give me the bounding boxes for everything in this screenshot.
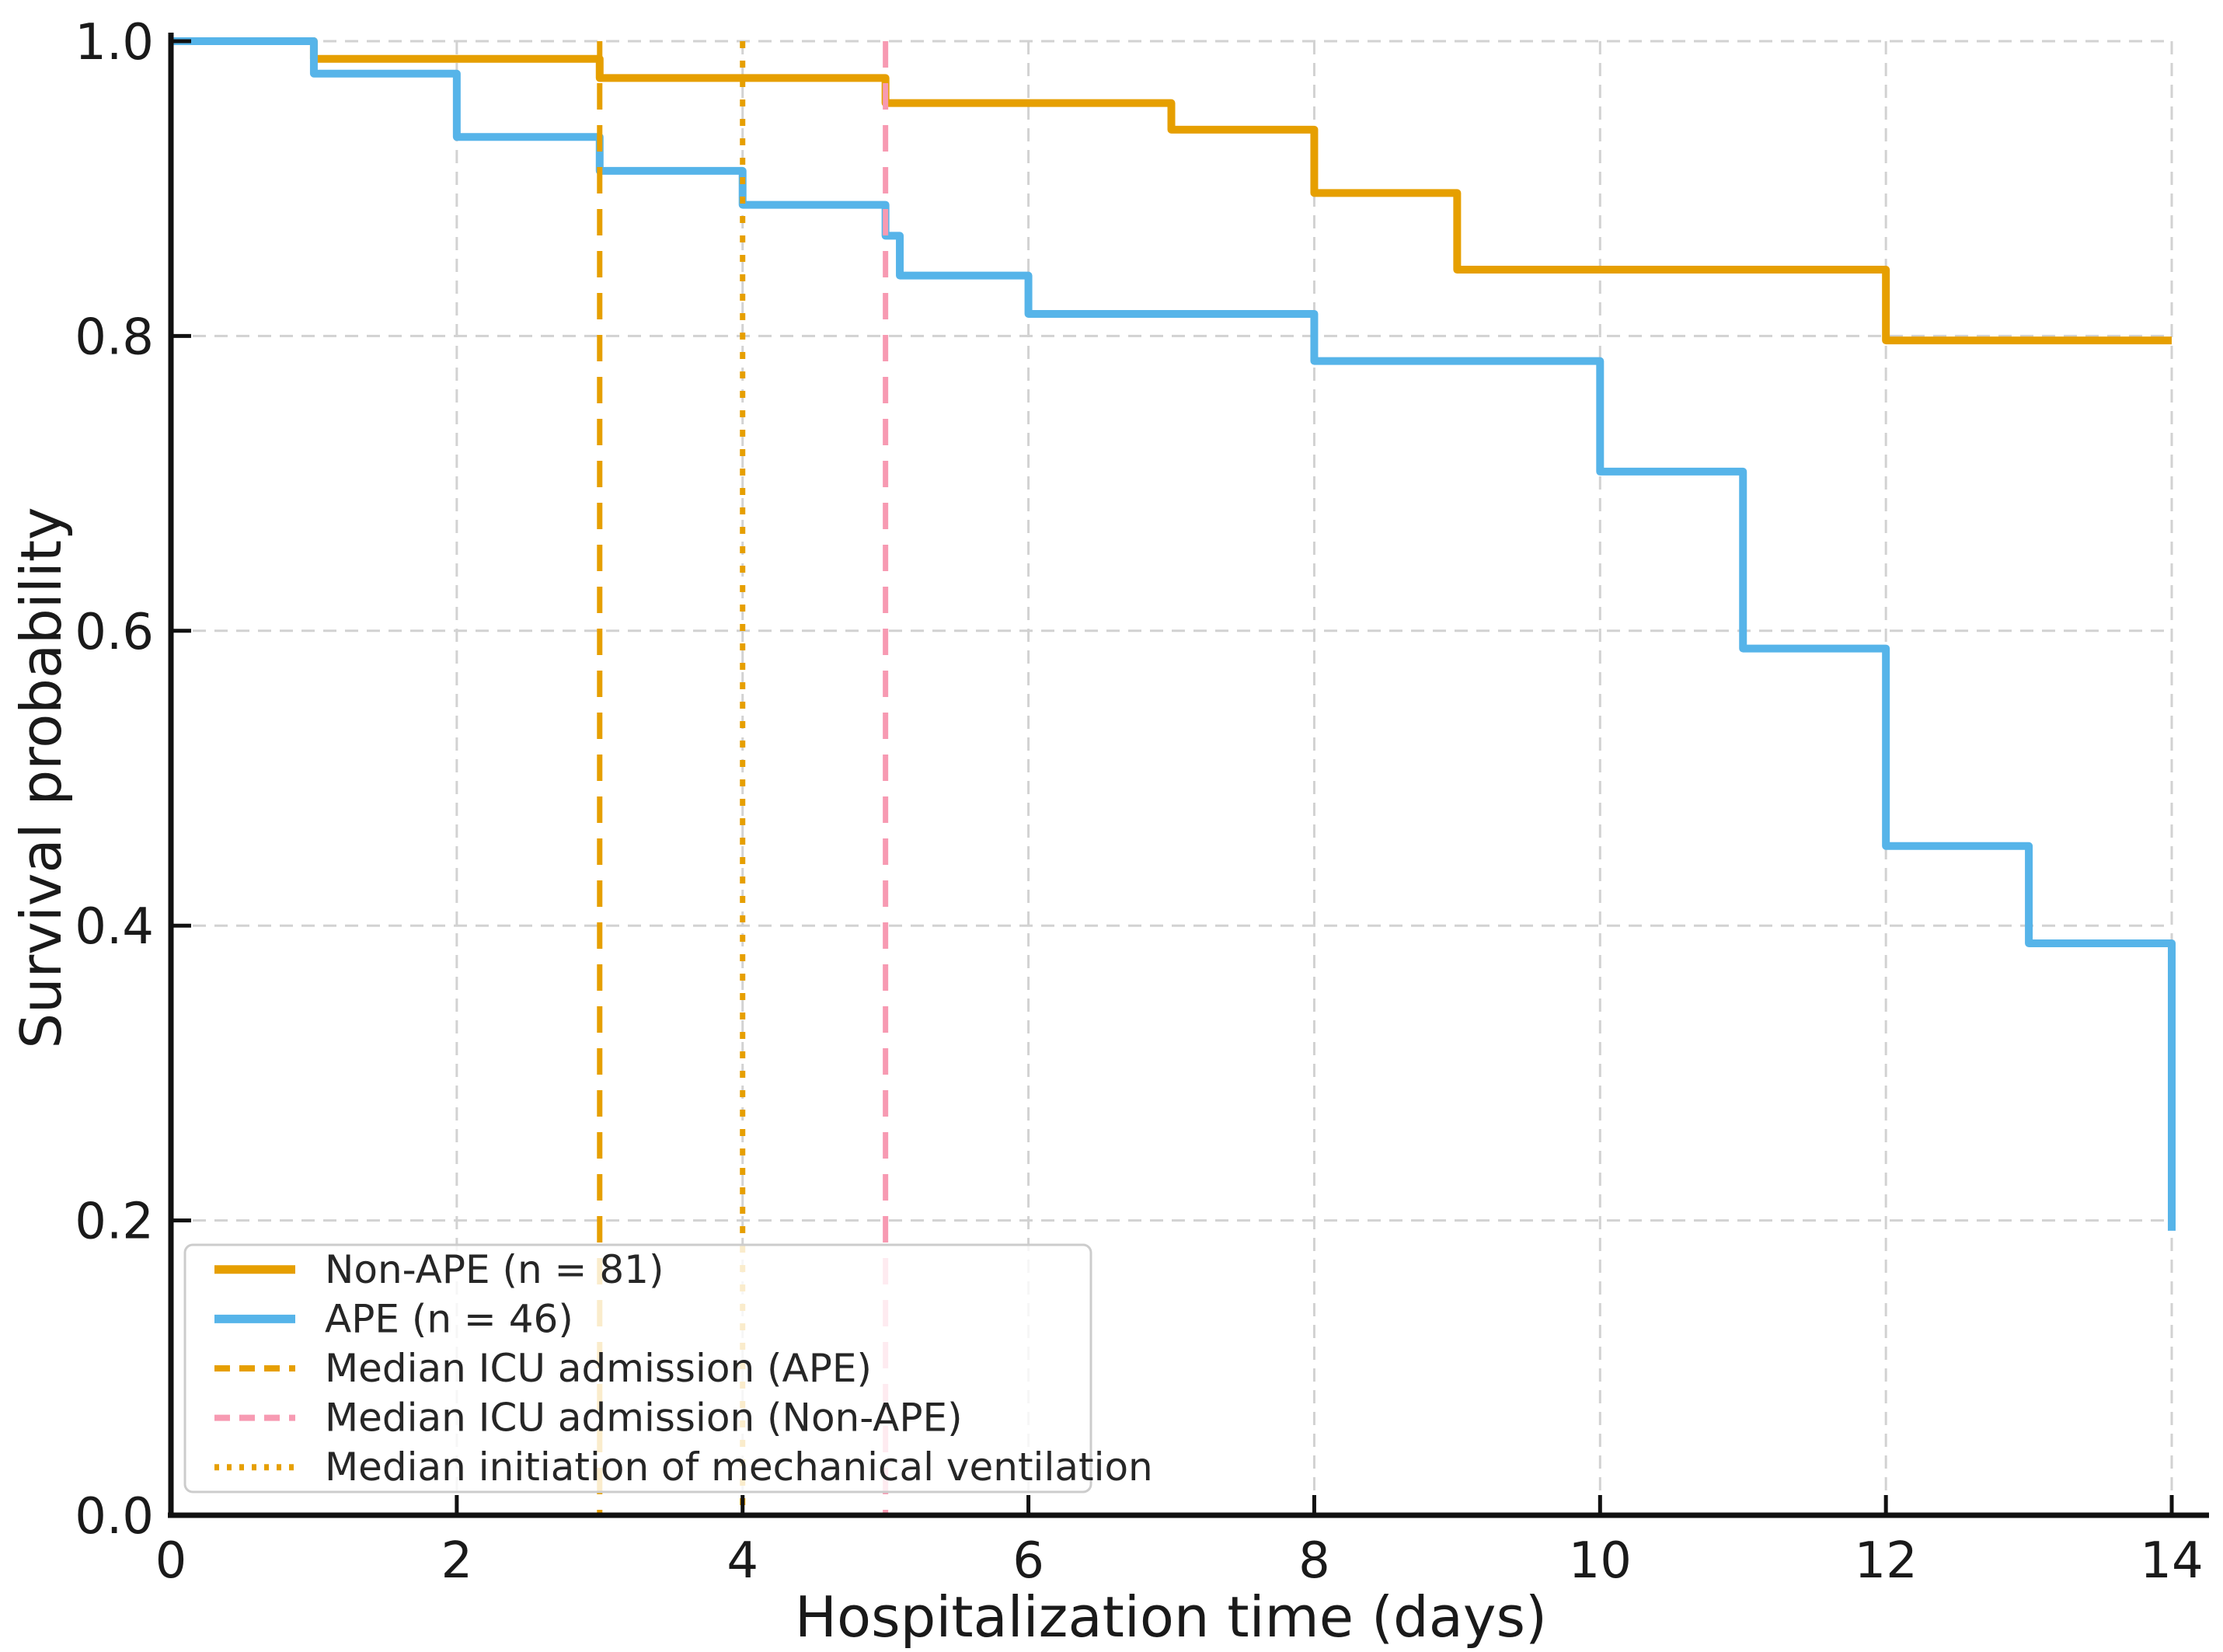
x-tick-label-10: 10 xyxy=(1569,1532,1632,1590)
legend-label-0: Non-APE (n = 81) xyxy=(325,1247,664,1292)
y-tick-label-0.6: 0.6 xyxy=(75,604,154,661)
x-tick-label-6: 6 xyxy=(1012,1532,1044,1590)
y-tick-label-0.0: 0.0 xyxy=(75,1488,154,1546)
y-axis-title: Survival probability xyxy=(9,507,74,1048)
y-tick-label-0.4: 0.4 xyxy=(75,898,154,956)
y-tick-label-0.2: 0.2 xyxy=(75,1194,154,1251)
survival-curve-ape xyxy=(171,37,2176,1231)
legend-label-1: APE (n = 46) xyxy=(325,1296,573,1341)
legend-label-3: Median ICU admission (Non-APE) xyxy=(325,1396,963,1441)
x-tick-label-12: 12 xyxy=(1854,1532,1917,1590)
legend-label-4: Median initiation of mechanical ventilat… xyxy=(325,1445,1153,1490)
legend-frame xyxy=(183,1243,1092,1493)
x-tick-label-14: 14 xyxy=(2140,1532,2203,1590)
x-tick-label-4: 4 xyxy=(726,1532,758,1590)
axes xyxy=(168,33,2209,1518)
legend: Non-APE (n = 81)APE (n = 46) Median ICU a… xyxy=(183,1243,1153,1493)
x-axis-title: Hospitalization time (days) xyxy=(795,1584,1547,1650)
y-tick-label-1.0: 1.0 xyxy=(75,14,154,71)
x-tick-label-2: 2 xyxy=(441,1532,473,1590)
curves xyxy=(171,37,2176,1231)
x-tick-label-0: 0 xyxy=(155,1532,187,1590)
tick-labels: 0 2 4 6 8 10 12 14 0.0 0.2 0.4 0.6 0.8 1.0 xyxy=(75,14,2204,1590)
legend-label-2: Median ICU admission (APE) xyxy=(325,1346,872,1391)
survival-curve-non-ape xyxy=(171,37,2172,345)
x-tick-label-8: 8 xyxy=(1298,1532,1330,1590)
y-tick-label-0.8: 0.8 xyxy=(75,308,154,366)
